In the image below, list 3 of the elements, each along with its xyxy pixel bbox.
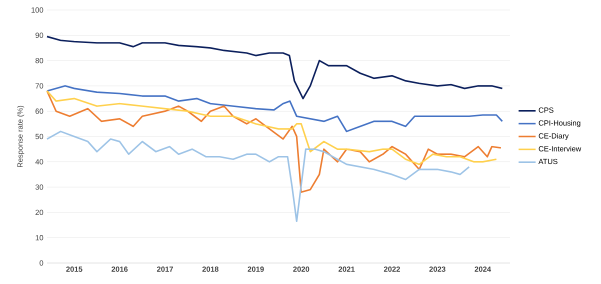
line-series xyxy=(46,36,504,100)
line-series xyxy=(46,90,498,166)
line-series xyxy=(46,90,502,193)
